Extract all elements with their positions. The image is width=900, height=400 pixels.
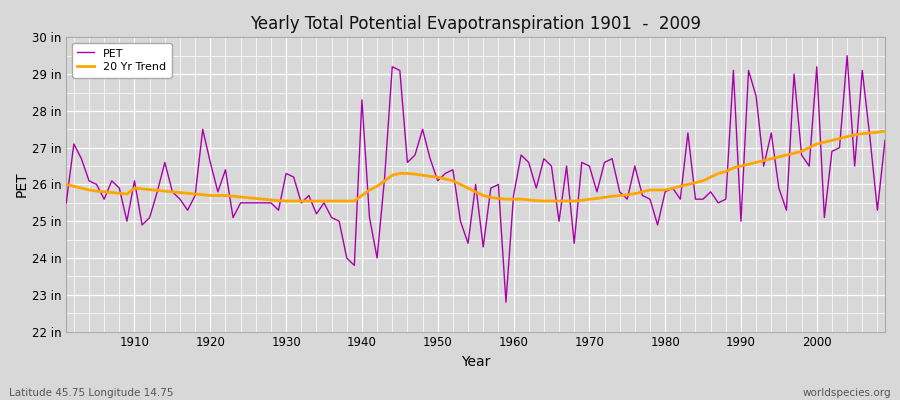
Legend: PET, 20 Yr Trend: PET, 20 Yr Trend bbox=[72, 43, 172, 78]
Text: worldspecies.org: worldspecies.org bbox=[803, 388, 891, 398]
20 Yr Trend bbox=[516, 197, 526, 202]
PET bbox=[842, 53, 852, 58]
20 Yr Trend bbox=[61, 182, 72, 187]
PET bbox=[879, 138, 890, 143]
PET bbox=[288, 175, 299, 180]
Line: PET: PET bbox=[67, 56, 885, 302]
PET bbox=[334, 219, 345, 224]
20 Yr Trend bbox=[508, 197, 519, 202]
Y-axis label: PET: PET bbox=[15, 172, 29, 197]
PET bbox=[61, 200, 72, 205]
PET bbox=[516, 153, 526, 158]
20 Yr Trend bbox=[122, 192, 132, 196]
Text: Latitude 45.75 Longitude 14.75: Latitude 45.75 Longitude 14.75 bbox=[9, 388, 174, 398]
20 Yr Trend bbox=[607, 194, 617, 199]
PET bbox=[500, 300, 511, 304]
20 Yr Trend bbox=[296, 199, 307, 204]
Title: Yearly Total Potential Evapotranspiration 1901  -  2009: Yearly Total Potential Evapotranspiratio… bbox=[250, 15, 701, 33]
X-axis label: Year: Year bbox=[461, 355, 491, 369]
PET bbox=[122, 219, 132, 224]
Line: 20 Yr Trend: 20 Yr Trend bbox=[67, 131, 885, 201]
20 Yr Trend bbox=[879, 129, 890, 134]
20 Yr Trend bbox=[281, 199, 292, 204]
PET bbox=[508, 193, 519, 198]
20 Yr Trend bbox=[341, 199, 352, 204]
PET bbox=[607, 156, 617, 161]
